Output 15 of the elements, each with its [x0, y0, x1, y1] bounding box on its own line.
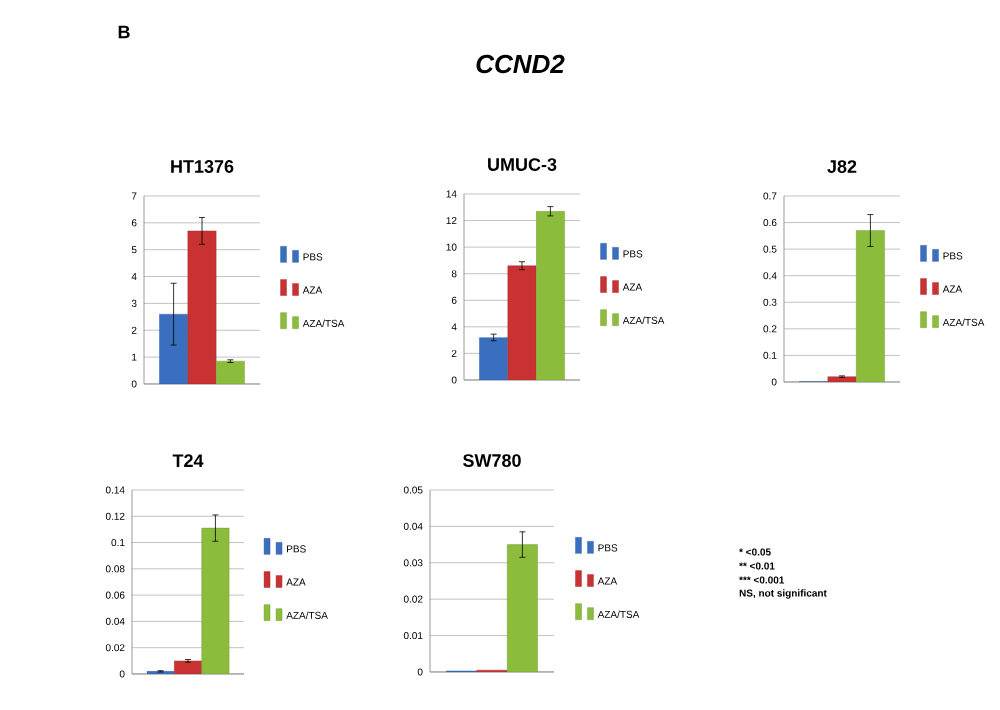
chart-title: HT1376 — [171, 160, 234, 173]
chart-title: SW780 — [463, 454, 521, 467]
bar — [827, 376, 857, 382]
bar — [856, 230, 885, 382]
bar — [507, 265, 537, 380]
bar — [216, 360, 245, 384]
bar — [174, 660, 202, 674]
bar — [159, 313, 189, 384]
text: CCND2 — [476, 54, 565, 74]
chart-title: UMUC-3 — [488, 158, 557, 171]
text: B — [118, 25, 130, 39]
bar — [507, 544, 538, 672]
chart-title: T24 — [172, 454, 204, 467]
chart-title: J82 — [827, 160, 857, 173]
bar — [536, 211, 565, 380]
